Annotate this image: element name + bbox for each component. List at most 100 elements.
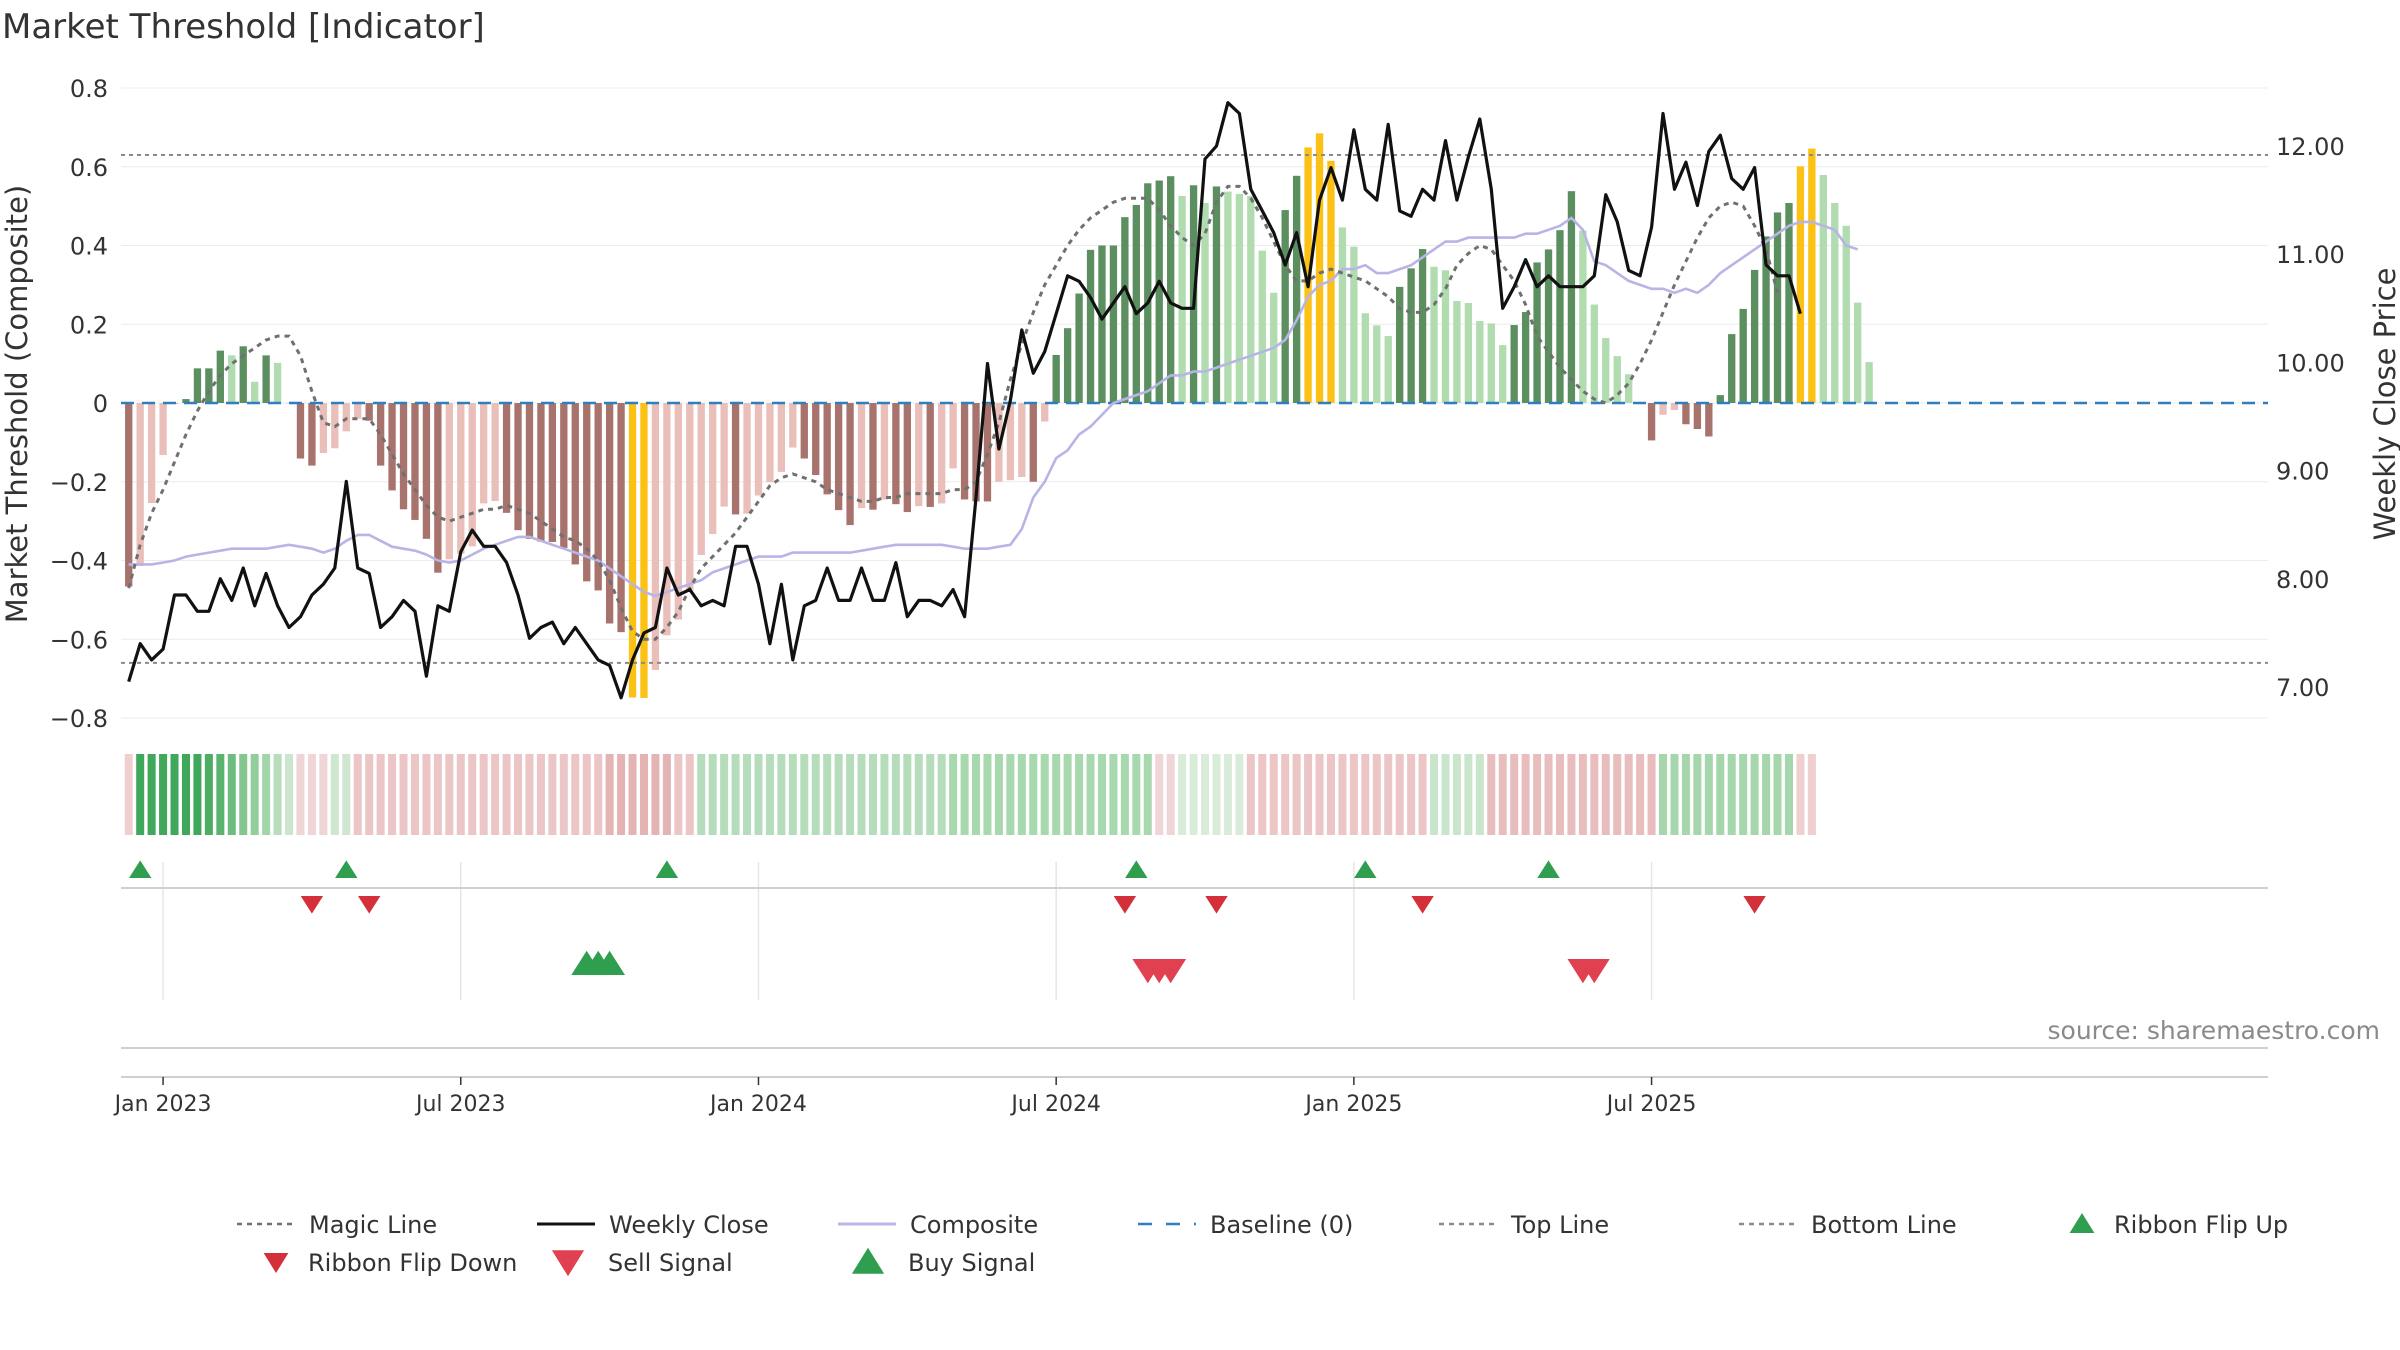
- composite-bar: [1796, 166, 1805, 403]
- ribbon-cell: [617, 754, 626, 835]
- ribbon-flip-up-marker: [1537, 860, 1560, 878]
- composite-bar: [1716, 395, 1724, 403]
- x-tick-label: Jan 2023: [113, 1092, 212, 1117]
- legend-item: Ribbon Flip Up: [2069, 1211, 2288, 1239]
- composite-bar: [1373, 325, 1381, 403]
- ribbon-cell: [1384, 754, 1393, 835]
- ribbon-cell: [170, 754, 179, 835]
- ribbon-cell: [639, 754, 648, 835]
- ribbon-cell: [525, 754, 534, 835]
- x-tick-label: Jul 2025: [1605, 1092, 1697, 1117]
- ribbon-cell: [1670, 754, 1679, 835]
- composite-bar: [1453, 301, 1461, 403]
- composite-bar: [777, 403, 786, 472]
- composite-bar: [812, 403, 820, 476]
- composite-bar: [1602, 338, 1610, 403]
- composite-bar: [1167, 176, 1175, 403]
- ribbon-cell: [1075, 754, 1084, 835]
- ribbon-cell: [754, 754, 763, 835]
- legend-label: Composite: [910, 1211, 1038, 1239]
- x-tick-label: Jul 2023: [414, 1092, 506, 1117]
- y-axis-label: Market Threshold (Composite): [0, 185, 34, 623]
- ribbon-cell: [1750, 754, 1759, 835]
- composite-bar: [720, 403, 728, 507]
- composite-bar: [1441, 270, 1450, 403]
- legend-item: Sell Signal: [551, 1249, 733, 1277]
- composite-bar: [1155, 180, 1163, 403]
- axes-layer: 0.8 0.6 0.4 0.2 0 −0.2 −0.4 −0.6 −0.8 12.00 11.00 1…: [50, 75, 2345, 1117]
- ribbon-cell: [1315, 754, 1324, 835]
- ribbon-cell: [1281, 754, 1290, 835]
- composite-bar: [800, 403, 808, 459]
- y-tick-label: 0: [93, 390, 108, 418]
- composite-bar: [1235, 193, 1244, 403]
- ribbon-cell: [1223, 754, 1232, 835]
- composite-bar: [1224, 191, 1232, 403]
- ribbon-cell: [399, 754, 408, 835]
- composite-bar: [365, 403, 373, 421]
- ribbon-cell: [1418, 754, 1427, 835]
- ribbon-cell: [1338, 754, 1347, 835]
- composite-bar: [640, 403, 648, 698]
- ribbon-cell: [1555, 754, 1564, 835]
- composite-bar: [1670, 403, 1679, 411]
- ribbon-cell: [1544, 754, 1553, 835]
- y-tick-label: 0.6: [70, 154, 108, 182]
- composite-bar: [1086, 249, 1095, 403]
- composite-bar: [1510, 325, 1518, 403]
- ribbon-cell: [765, 754, 774, 835]
- y2-tick-label: 7.00: [2276, 674, 2329, 702]
- composite-bar: [182, 399, 190, 403]
- ribbon-cell: [811, 754, 820, 835]
- ribbon: [124, 754, 1816, 835]
- composite-bar: [1281, 210, 1289, 403]
- ribbon-cell: [1567, 754, 1576, 835]
- composite-bar: [1292, 175, 1301, 403]
- ribbon-cell: [1647, 754, 1656, 835]
- composite-bar: [743, 403, 751, 514]
- composite-bar: [1476, 321, 1484, 403]
- y2-tick-label: 12.00: [2276, 133, 2345, 161]
- composite-bar: [1544, 249, 1553, 403]
- ribbon-cell: [410, 754, 419, 835]
- ribbon-cell: [788, 754, 797, 835]
- composite-bar: [1212, 186, 1221, 403]
- weekly-close-line: [127, 101, 1802, 700]
- composite-bar: [1052, 354, 1060, 403]
- lines-layer: [121, 101, 2268, 700]
- y2-axis-label: Weekly Close Price: [2368, 268, 2400, 541]
- composite-bar: [1430, 266, 1438, 403]
- ribbon-cell: [880, 754, 889, 835]
- composite-bar: [319, 403, 328, 454]
- ribbon-cell: [1258, 754, 1267, 835]
- ribbon-cell: [949, 754, 958, 835]
- composite-bar: [560, 403, 568, 548]
- y2-tick-label: 9.00: [2276, 458, 2329, 486]
- ribbon-cell: [285, 754, 294, 835]
- composite-bar: [949, 403, 957, 469]
- ribbon-cell: [582, 754, 591, 835]
- composite-bar: [1728, 334, 1736, 403]
- ribbon-cell: [1201, 754, 1210, 835]
- composite-bar: [480, 403, 488, 504]
- ribbon-cell: [491, 754, 500, 835]
- composite-bar: [651, 403, 660, 670]
- ribbon-cell: [250, 754, 259, 835]
- y-tick-label: −0.8: [50, 705, 108, 733]
- ribbon-cell: [674, 754, 683, 835]
- ribbon-cell: [456, 754, 465, 835]
- composite-bar: [147, 403, 156, 504]
- x-tick-label: Jan 2024: [708, 1092, 807, 1117]
- ribbon-cell: [296, 754, 305, 835]
- composite-bar: [136, 403, 144, 567]
- ribbon-flip-up-marker: [335, 860, 358, 878]
- ribbon-cell: [800, 754, 809, 835]
- ribbon-cell: [1040, 754, 1049, 835]
- ribbon-cell: [1189, 754, 1198, 835]
- composite-bar: [205, 368, 213, 403]
- ribbon-cell: [353, 754, 362, 835]
- composite-bar: [1842, 225, 1850, 403]
- legend-label: Bottom Line: [1811, 1211, 1957, 1239]
- ribbon-cell: [697, 754, 706, 835]
